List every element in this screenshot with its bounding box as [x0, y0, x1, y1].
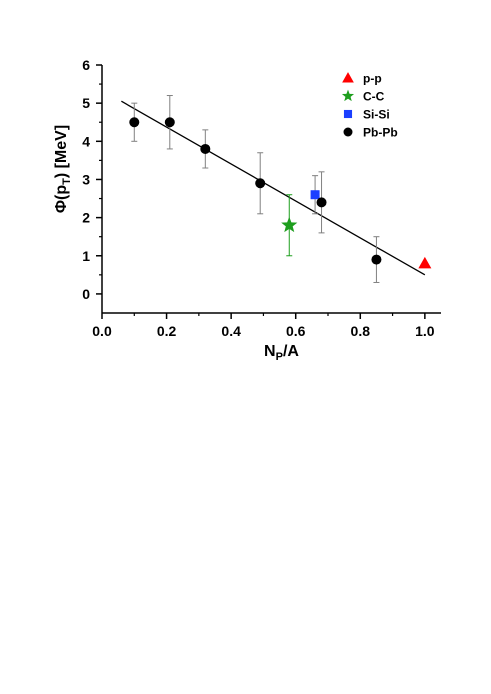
legend-marker	[343, 109, 353, 119]
data-point-circle	[129, 117, 140, 128]
data-point-square	[310, 190, 320, 200]
y-tick-label: 1	[82, 248, 90, 264]
fit-line-group	[121, 100, 426, 276]
data-point-star	[281, 216, 298, 233]
legend: p-p C-C Si-Si Pb-Pb	[341, 72, 398, 140]
data-point-circle	[316, 197, 327, 208]
legend-label: Si-Si	[363, 108, 390, 122]
y-tick-label: 0	[82, 286, 90, 302]
y-tick-label: 3	[82, 171, 90, 187]
x-tick-label: 0.6	[286, 323, 306, 339]
legend-label: p-p	[363, 72, 382, 86]
legend-label: C-C	[363, 90, 385, 104]
x-tick-label: 0.8	[351, 323, 371, 339]
x-tick-label: 0.0	[92, 323, 112, 339]
x-tick-label: 0.4	[221, 323, 241, 339]
ticks: 0.0 0.2 0.4 0.6 0.8 1.0 0 1 2 3 4 5 6	[82, 57, 435, 339]
x-tick-label: 0.2	[157, 323, 177, 339]
data-point-circle	[164, 117, 175, 128]
data-point-triangle	[418, 256, 432, 269]
x-axis-title: NP/A	[264, 343, 299, 363]
x-tick-label: 1.0	[415, 323, 435, 339]
y-tick-label: 4	[82, 133, 90, 149]
data-point-circle	[371, 254, 382, 265]
data-point-circle	[255, 178, 266, 189]
data-point-circle	[200, 143, 211, 154]
y-tick-label: 2	[82, 210, 90, 226]
legend-marker	[343, 127, 353, 137]
y-tick-label: 6	[82, 57, 90, 73]
y-tick-label: 5	[82, 95, 90, 111]
legend-marker	[342, 72, 354, 83]
y-axis-title: Φ(pT) [MeV]	[53, 125, 73, 213]
legend-marker	[341, 89, 355, 102]
axes	[101, 65, 441, 314]
legend-label: Pb-Pb	[363, 126, 398, 140]
fit-line	[121, 100, 426, 276]
data-marks	[129, 95, 432, 283]
